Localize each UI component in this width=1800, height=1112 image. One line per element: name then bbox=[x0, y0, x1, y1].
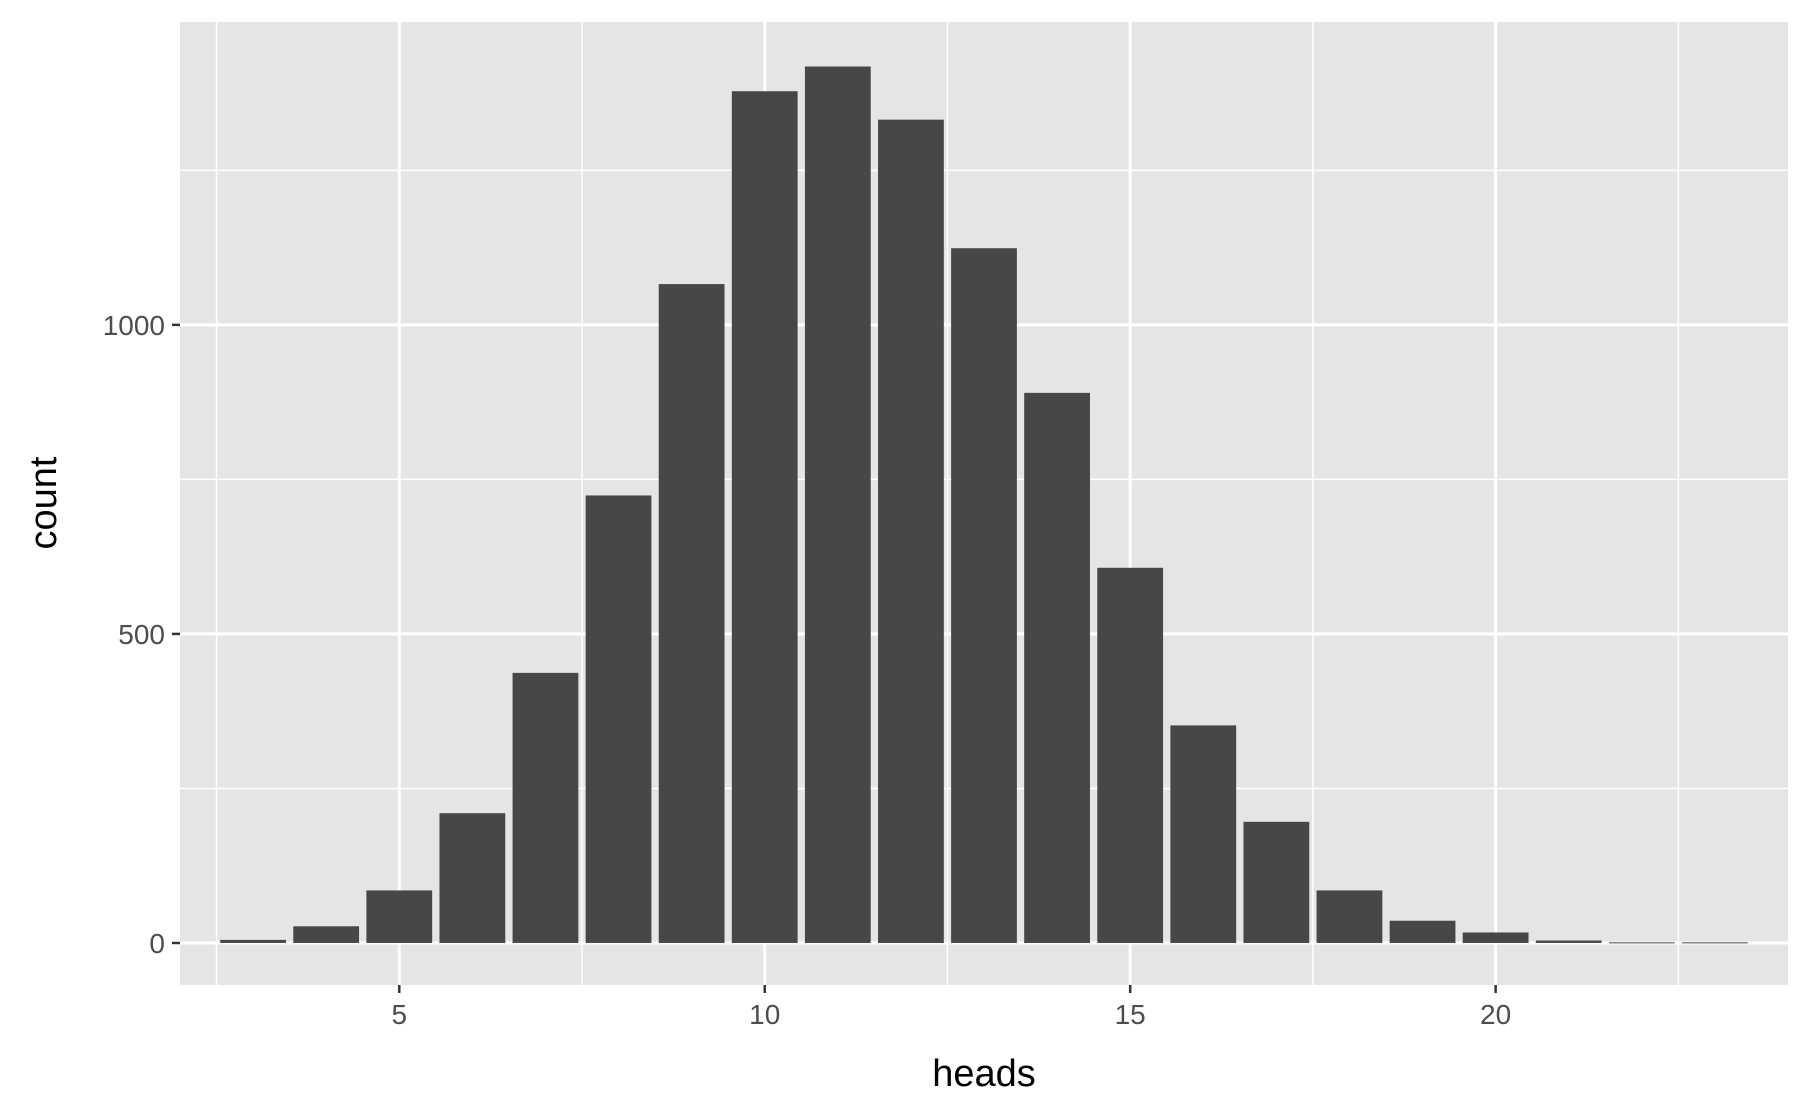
x-tick-label: 15 bbox=[1115, 999, 1146, 1030]
x-tick-label: 20 bbox=[1480, 999, 1511, 1030]
x-tick-label: 10 bbox=[749, 999, 780, 1030]
bar bbox=[1243, 821, 1310, 943]
x-axis: 5 10 15 20 bbox=[391, 985, 1511, 1030]
y-tick-label: 1000 bbox=[103, 310, 165, 341]
bar bbox=[1170, 725, 1237, 943]
bar bbox=[1535, 940, 1602, 943]
bar bbox=[951, 248, 1017, 943]
bar bbox=[804, 66, 871, 943]
bar bbox=[1389, 920, 1456, 943]
bar bbox=[658, 284, 725, 943]
bar bbox=[1097, 567, 1164, 943]
bar bbox=[1682, 942, 1748, 944]
bar bbox=[878, 119, 944, 943]
bar bbox=[220, 939, 286, 943]
bar bbox=[293, 926, 360, 943]
bar bbox=[1316, 890, 1383, 943]
bar bbox=[585, 495, 652, 943]
bar bbox=[439, 813, 506, 943]
bar bbox=[512, 672, 579, 943]
x-tick-label: 5 bbox=[391, 999, 407, 1030]
bar bbox=[731, 91, 798, 943]
y-axis-title: count bbox=[23, 456, 65, 549]
y-tick-label: 500 bbox=[118, 619, 165, 650]
x-axis-title: heads bbox=[932, 1053, 1036, 1095]
bars bbox=[220, 66, 1748, 944]
bar bbox=[1024, 392, 1090, 943]
bar bbox=[366, 890, 433, 943]
y-tick-label: 0 bbox=[149, 928, 165, 959]
y-axis: 0 500 1000 bbox=[103, 310, 180, 959]
bar bbox=[1462, 932, 1529, 943]
bar bbox=[1608, 942, 1675, 944]
